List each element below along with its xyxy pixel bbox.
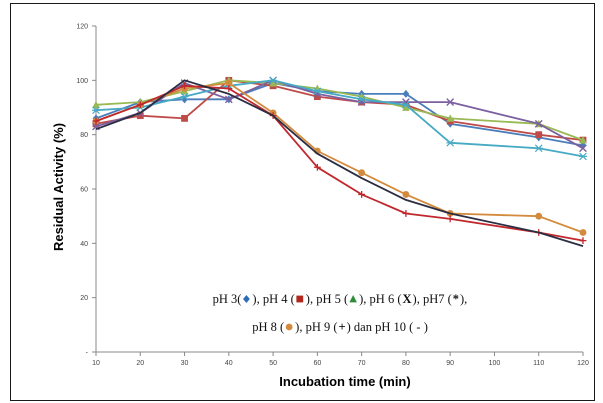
x-tick-label: 20: [136, 360, 144, 367]
series-line-ph4: [95, 79, 584, 141]
x-axis-title: Incubation time (min): [279, 374, 410, 389]
y-tick-label: -: [86, 350, 89, 357]
x-tick-label: 50: [269, 360, 277, 367]
legend-marker-triangle-icon: [349, 295, 357, 303]
data-point-ph7: [313, 87, 322, 96]
x-tick-label: 40: [225, 360, 233, 367]
data-point-ph9: [579, 237, 587, 245]
data-point-ph8: [358, 169, 366, 177]
x-tick-label: 90: [446, 360, 454, 367]
data-point-ph6: [446, 98, 455, 106]
legend-glyph: X: [403, 292, 412, 306]
legend-glyph: *: [453, 292, 459, 306]
legend-text: ), pH 4 (: [252, 292, 294, 306]
series-line-ph6: [95, 79, 584, 150]
data-point-ph7: [180, 92, 189, 101]
x-tick-label: 60: [313, 360, 321, 367]
data-point-ph9: [313, 163, 321, 171]
axes: - 20 40 60 80 100 120 10 20 30 40 50 60 70 80 90 100 110 1…: [76, 24, 589, 368]
series-line-ph8: [95, 82, 584, 234]
series-ph3: [92, 79, 587, 150]
series-ph8: [92, 79, 587, 236]
legend-text: ), pH 9 (: [295, 320, 337, 334]
data-point-ph5: [269, 79, 277, 87]
legend-text: ), pH 6 (: [359, 292, 401, 306]
data-point-ph7: [534, 144, 543, 153]
data-point-ph8: [225, 79, 233, 87]
x-tick-label: 110: [533, 360, 544, 367]
series-group: [92, 76, 587, 247]
data-point-ph9: [225, 85, 233, 92]
data-point-ph5: [446, 114, 454, 122]
data-point-ph9: [446, 215, 454, 223]
legend: pH 3( ), pH 4 ( ), pH 5 ( ), pH 6 (X), pH7 …: [213, 292, 468, 334]
x-tick-label: 70: [358, 360, 366, 367]
legend-line-1: pH 3( ), pH 4 ( ), pH 5 ( ), pH 6 (X), pH7 …: [213, 292, 468, 306]
data-point-ph5: [579, 136, 587, 144]
data-point-ph7: [92, 106, 100, 115]
y-tick-label: 120: [76, 24, 88, 31]
data-point-ph4: [136, 112, 144, 120]
data-point-ph4: [181, 114, 188, 122]
series-ph10: [95, 79, 584, 247]
legend-text: pH 8 (: [252, 320, 284, 334]
data-point-ph7: [579, 152, 587, 161]
legend-marker-circle-icon: [285, 323, 293, 331]
legend-marker-square-icon: [296, 295, 304, 303]
legend-text: ), pH 5 (: [306, 292, 348, 306]
data-point-ph9: [181, 82, 188, 90]
data-point-ph8: [402, 191, 410, 198]
data-point-ph9: [92, 117, 100, 125]
data-point-ph6: [579, 144, 587, 153]
y-axis-title: Residual Activity (%): [51, 123, 66, 251]
legend-text: ), pH7 (: [413, 292, 452, 306]
data-point-ph5: [92, 100, 100, 109]
data-point-ph6: [534, 119, 543, 128]
data-point-ph9: [136, 101, 144, 109]
data-point-ph7: [357, 95, 366, 104]
legend-glyph: +: [339, 320, 346, 334]
legend-marker-diamond-icon: [243, 295, 250, 303]
y-tick-label: 80: [80, 132, 88, 139]
y-tick-label: 60: [80, 187, 88, 194]
data-point-ph4: [313, 93, 321, 101]
data-point-ph8: [535, 212, 543, 220]
legend-text: pH 3(: [213, 292, 242, 306]
data-point-ph6: [224, 95, 233, 104]
series-line-ph10: [95, 79, 584, 247]
y-tick-label: 100: [76, 78, 88, 85]
data-point-ph4: [535, 131, 543, 139]
y-tick-label: 20: [80, 295, 88, 302]
series-line-ph9: [95, 84, 584, 242]
x-tick-label: 80: [402, 360, 410, 367]
data-point-ph9: [358, 191, 366, 198]
series-ph7: [92, 76, 587, 161]
series-ph6: [92, 76, 587, 153]
y-tick-label: 40: [80, 241, 88, 248]
data-point-ph7: [402, 100, 410, 109]
legend-text: ) dan pH 10 ( - ): [347, 320, 428, 334]
data-point-ph3: [402, 89, 410, 98]
data-point-ph8: [579, 229, 587, 236]
chart-frame: [10, 3, 595, 401]
data-point-ph7: [269, 76, 277, 85]
series-ph9: [92, 82, 587, 245]
legend-text: ),: [460, 292, 467, 306]
legend-line-2: pH 8 ( ), pH 9 ( + ) dan pH 10 ( - ): [252, 320, 428, 334]
data-point-ph5: [402, 103, 410, 111]
x-tick-label: 30: [181, 360, 189, 367]
data-point-ph9: [402, 210, 410, 217]
x-tick-label: 10: [92, 360, 100, 367]
x-tick-label: 120: [577, 360, 589, 367]
data-point-ph7: [446, 138, 455, 147]
x-tick-label: 100: [489, 360, 501, 367]
